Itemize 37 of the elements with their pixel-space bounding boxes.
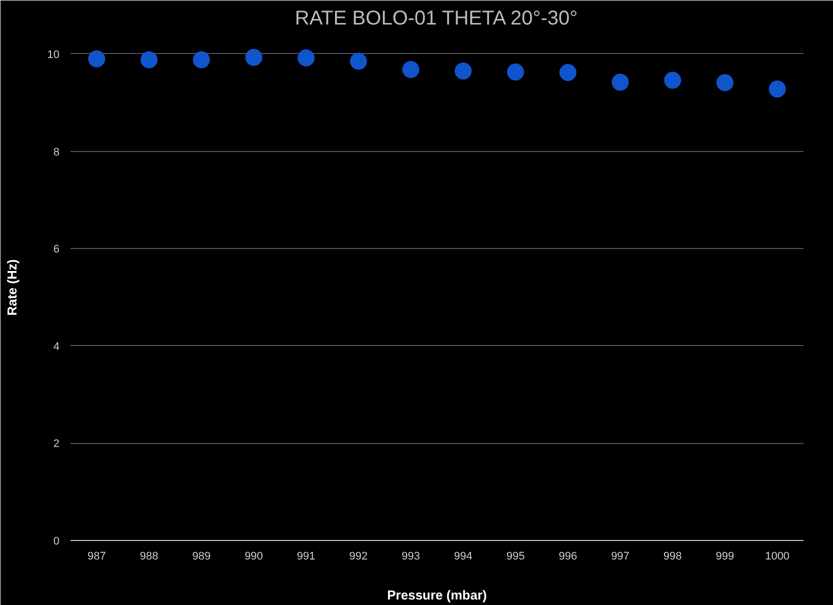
point <box>402 61 420 78</box>
x-tick-label: 990 <box>244 550 263 562</box>
x-tick-label: 989 <box>192 550 211 562</box>
point <box>612 74 629 91</box>
x-tick-label: 1000 <box>765 550 790 562</box>
x-tick-label: 997 <box>611 550 630 562</box>
point <box>298 49 315 66</box>
x-tick-label: 996 <box>558 550 578 562</box>
x-tick-label: 992 <box>349 550 368 562</box>
x-tick-label: 994 <box>454 550 472 562</box>
x-tick-label: 998 <box>663 550 682 562</box>
point <box>768 80 786 98</box>
point <box>245 48 262 66</box>
x-tick-label: 988 <box>140 550 158 562</box>
x-tick-label: 993 <box>402 550 420 562</box>
y-axis-title: Rate (Hz) <box>4 259 20 316</box>
y-tick-label: 4 <box>53 340 60 353</box>
point <box>454 62 472 80</box>
x-tick-label: 987 <box>88 550 106 562</box>
point <box>192 51 210 68</box>
point <box>350 52 367 70</box>
point <box>140 51 158 68</box>
point <box>664 72 682 89</box>
x-tick-label: 995 <box>506 550 525 562</box>
y-tick-label: 10 <box>47 48 60 61</box>
chart-title: RATE BOLO-01 THETA 20°-30° <box>294 8 578 30</box>
y-tick-label: 2 <box>53 438 60 450</box>
y-tick-label: 0 <box>53 536 60 548</box>
x-tick-label: 999 <box>716 550 734 562</box>
x-axis-title: Pressure (mbar) <box>387 588 487 602</box>
y-tick-label: 8 <box>53 146 60 158</box>
point <box>88 50 106 68</box>
x-tick-label: 991 <box>296 550 316 562</box>
point <box>507 63 524 80</box>
y-tick-label: 6 <box>53 244 60 256</box>
point <box>559 64 576 81</box>
point <box>716 74 734 92</box>
